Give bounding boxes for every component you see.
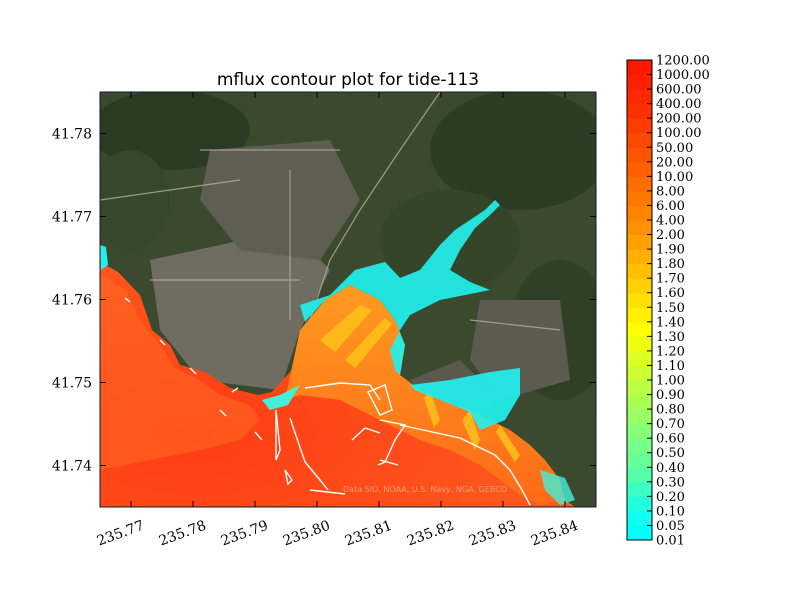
colorbar-label: 20.00 <box>656 155 693 170</box>
map-plot-area: Data SIO, NOAA, U.S. Navy, NGA, GEBCO <box>100 92 596 507</box>
colorbar-label: 600.00 <box>656 83 702 98</box>
ocean-shallow-zone <box>100 275 260 470</box>
colorbar-swatch <box>627 423 652 439</box>
colorbar-label: 0.30 <box>656 475 685 490</box>
colorbar-label: 1.50 <box>656 301 685 316</box>
colorbar-label: 1.80 <box>656 257 685 272</box>
colorbar-label: 0.01 <box>656 534 685 549</box>
x-tick-label: 235.84 <box>529 518 581 550</box>
colorbar-swatch <box>627 409 652 425</box>
colorbar-label: 10.00 <box>656 170 693 185</box>
colorbar-swatch <box>627 89 652 105</box>
colorbar-swatch <box>627 510 652 526</box>
colorbar-swatch <box>627 263 652 279</box>
colorbar-label: 1.70 <box>656 272 685 287</box>
y-tick-label: 41.77 <box>52 210 92 226</box>
colorbar-swatch <box>627 496 652 512</box>
colorbar-label: 200.00 <box>656 112 702 127</box>
roads <box>100 92 561 331</box>
colorbar-swatch <box>627 147 652 163</box>
colorbar-label: 0.70 <box>656 417 685 432</box>
colorbar-label: 1000.00 <box>656 68 710 83</box>
colorbar-swatch <box>627 365 652 381</box>
x-tick-label: 235.80 <box>281 518 333 550</box>
colorbar-label: 0.80 <box>656 403 685 418</box>
colorbar-label: 0.40 <box>656 461 685 476</box>
colorbar-swatch <box>627 350 652 366</box>
colorbar-swatch <box>627 176 652 192</box>
y-tick-label: 41.78 <box>52 127 92 143</box>
low-flux-east-edge <box>540 470 575 505</box>
colorbar-label: 8.00 <box>656 184 685 199</box>
colorbar-swatch <box>627 249 652 265</box>
colorbar-swatch <box>627 220 652 236</box>
colorbar-swatch <box>627 525 652 541</box>
colorbar-swatch <box>627 74 652 90</box>
colorbar-label: 4.00 <box>656 214 685 229</box>
colorbar-label: 0.10 <box>656 504 685 519</box>
map-attribution: Data SIO, NOAA, U.S. Navy, NGA, GEBCO <box>343 485 507 494</box>
colorbar-swatch <box>627 205 652 221</box>
colorbar-swatch <box>627 118 652 134</box>
low-flux-region <box>300 200 520 430</box>
x-tick-label: 235.79 <box>219 518 271 550</box>
colorbar-swatch <box>627 452 652 468</box>
colorbar-swatch <box>627 438 652 454</box>
colorbar-label: 0.60 <box>656 432 685 447</box>
colorbar-swatch <box>627 321 652 337</box>
colorbar-label: 1.30 <box>656 330 685 345</box>
y-tick-label: 41.76 <box>52 293 92 309</box>
x-tick-label: 235.78 <box>157 518 209 550</box>
low-flux-left-edge <box>100 245 108 270</box>
colorbar-frame <box>626 59 653 541</box>
colorbar-label: 1200.00 <box>656 54 710 69</box>
colorbar-swatch <box>627 161 652 177</box>
colorbar-label: 100.00 <box>656 126 702 141</box>
colorbar-swatch <box>627 60 652 76</box>
x-tick-label: 235.83 <box>467 518 519 550</box>
colorbar-swatch <box>627 132 652 148</box>
colorbar-swatch <box>627 292 652 308</box>
x-tick-label: 235.82 <box>405 518 457 550</box>
colorbar-label: 0.05 <box>656 519 685 534</box>
x-tick-label: 235.81 <box>343 518 395 550</box>
y-tick-label: 41.74 <box>52 459 92 475</box>
y-tick-label: 41.75 <box>52 376 92 392</box>
colorbar-label: 1.40 <box>656 315 685 330</box>
colorbar-label: 0.90 <box>656 388 685 403</box>
chart-title: mflux contour plot for tide-113 <box>217 70 479 90</box>
coastline-contours <box>124 297 531 506</box>
colorbar-label: 400.00 <box>656 97 702 112</box>
x-tick-label: 235.77 <box>95 518 147 550</box>
colorbar-swatch <box>627 278 652 294</box>
colorbar-swatch <box>627 234 652 250</box>
colorbar-label: 1.00 <box>656 374 685 389</box>
colorbar-label: 1.90 <box>656 243 685 258</box>
colorbar-label: 50.00 <box>656 141 693 156</box>
colorbar-label: 1.20 <box>656 344 685 359</box>
colorbar-swatch <box>627 467 652 483</box>
colorbar-label: 6.00 <box>656 199 685 214</box>
colorbar-swatch <box>627 336 652 352</box>
colorbar-label: 0.20 <box>656 490 685 505</box>
colorbar-swatch <box>627 190 652 206</box>
colorbar-swatch <box>627 481 652 497</box>
contour-yellow-streaks <box>320 305 520 462</box>
colorbar-label: 1.10 <box>656 359 685 374</box>
colorbar-swatch <box>627 380 652 396</box>
colorbar-swatch <box>627 307 652 323</box>
colorbar-label: 0.50 <box>656 446 685 461</box>
colorbar-swatch <box>627 103 652 119</box>
colorbar-swatch <box>627 394 652 410</box>
colorbar-label: 1.60 <box>656 286 685 301</box>
low-flux-bay-edge <box>262 385 300 410</box>
colorbar: 0.010.050.100.200.300.400.500.600.700.80… <box>626 54 710 549</box>
y-axis: 41.74 41.75 41.76 41.77 41.78 <box>52 127 596 475</box>
bay-contour-fill <box>285 285 565 505</box>
colorbar-label: 2.00 <box>656 228 685 243</box>
